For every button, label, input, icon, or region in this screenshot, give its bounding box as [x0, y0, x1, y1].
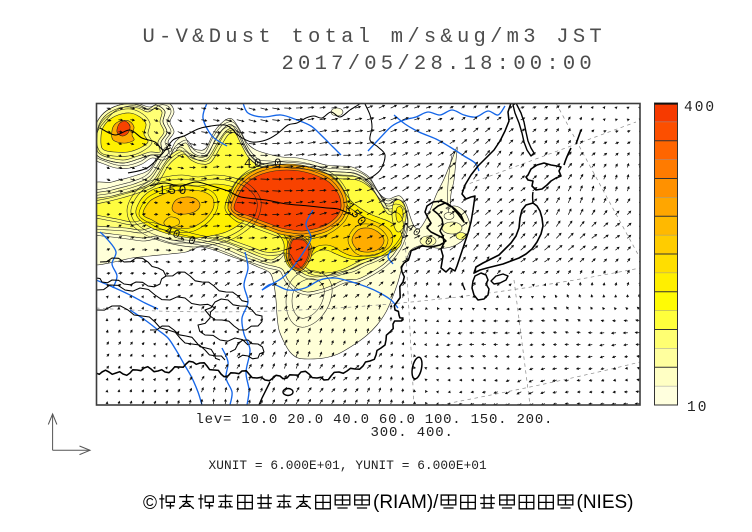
svg-text:(RIAM)/: (RIAM)/ — [373, 492, 439, 513]
svg-text:150: 150 — [158, 183, 189, 198]
svg-text:(NIES): (NIES) — [577, 492, 634, 513]
svg-text:©: © — [143, 493, 157, 514]
svg-text:40.0: 40.0 — [244, 157, 284, 171]
svg-text:10: 10 — [687, 400, 708, 416]
svg-text:400: 400 — [684, 100, 716, 116]
